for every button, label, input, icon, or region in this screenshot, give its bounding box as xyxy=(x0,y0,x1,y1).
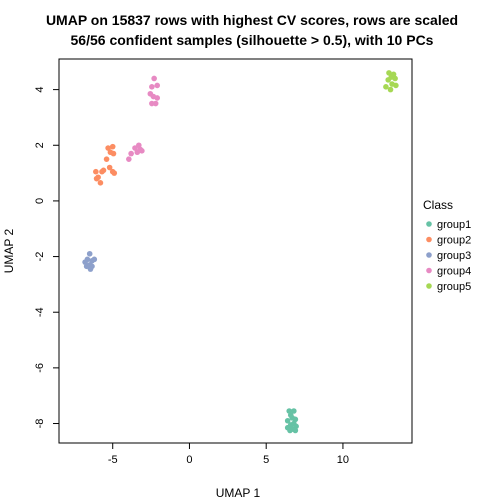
y-tick-label: 4 xyxy=(34,87,46,93)
legend-marker-group4 xyxy=(426,267,432,274)
point-group3 xyxy=(87,266,94,272)
y-tick-label: 0 xyxy=(34,198,46,204)
point-group2 xyxy=(93,175,100,182)
point-group4 xyxy=(154,95,161,101)
y-tick-label: -8 xyxy=(34,419,46,429)
x-tick-label: 10 xyxy=(337,454,349,466)
point-group4 xyxy=(151,75,157,82)
y-axis: -8 -6 -4 -2 0 2 4 xyxy=(34,87,60,429)
point-group4 xyxy=(152,100,159,107)
point-group2 xyxy=(103,156,110,162)
point-group3 xyxy=(91,256,98,263)
x-tick-label: 0 xyxy=(186,454,192,466)
point-group5 xyxy=(383,84,389,90)
point-group4 xyxy=(149,100,155,107)
x-axis: -5 0 5 10 xyxy=(108,442,349,466)
point-group3 xyxy=(86,250,93,257)
x-tick-label: -5 xyxy=(108,454,118,466)
point-group2 xyxy=(99,168,105,175)
point-group1 xyxy=(287,427,293,434)
legend: Class group1 group2 group3 group4 group5 xyxy=(423,198,471,293)
legend-marker-group5 xyxy=(426,283,432,289)
point-group2 xyxy=(105,145,111,151)
legend-label-group5: group5 xyxy=(437,281,471,293)
point-group4 xyxy=(139,148,145,154)
point-group2 xyxy=(110,150,117,157)
data-points xyxy=(82,70,399,434)
legend-marker-group3 xyxy=(426,252,432,258)
point-group1 xyxy=(291,408,297,414)
point-group4 xyxy=(134,149,141,156)
point-group2 xyxy=(93,168,99,175)
legend-title: Class xyxy=(423,198,453,212)
point-group5 xyxy=(392,75,398,82)
chart-title-line2: 56/56 confident samples (silhouette > 0.… xyxy=(71,32,434,48)
point-group5 xyxy=(387,86,394,93)
plot-area-frame xyxy=(58,58,413,444)
point-group2 xyxy=(109,143,116,150)
point-group4 xyxy=(126,156,132,162)
legend-marker-group1 xyxy=(426,221,432,227)
point-group4 xyxy=(132,145,138,151)
x-tick-label: 5 xyxy=(263,454,269,466)
legend-label-group1: group1 xyxy=(437,219,471,231)
point-group1 xyxy=(293,423,299,430)
legend-marker-group2 xyxy=(426,236,432,243)
y-tick-label: -6 xyxy=(34,363,46,373)
point-group1 xyxy=(292,427,299,434)
point-group4 xyxy=(128,150,134,157)
point-group3 xyxy=(83,263,90,270)
legend-label-group4: group4 xyxy=(437,266,471,278)
chart-title-line1: UMAP on 15837 rows with highest CV score… xyxy=(46,12,458,28)
point-group5 xyxy=(393,82,399,89)
point-group2 xyxy=(97,180,104,186)
point-group2 xyxy=(106,164,113,171)
legend-label-group3: group3 xyxy=(437,250,471,262)
point-group1 xyxy=(284,417,291,424)
y-tick-label: 2 xyxy=(34,142,46,148)
legend-label-group2: group2 xyxy=(437,235,471,247)
point-group4 xyxy=(154,82,161,89)
point-group4 xyxy=(149,84,155,90)
y-tick-label: -4 xyxy=(34,307,46,317)
y-tick-label: -2 xyxy=(34,252,46,262)
point-group5 xyxy=(385,77,392,83)
point-group5 xyxy=(386,70,392,76)
point-group2 xyxy=(111,170,118,176)
y-axis-label: UMAP 2 xyxy=(2,228,16,273)
x-axis-label: UMAP 1 xyxy=(216,486,261,500)
